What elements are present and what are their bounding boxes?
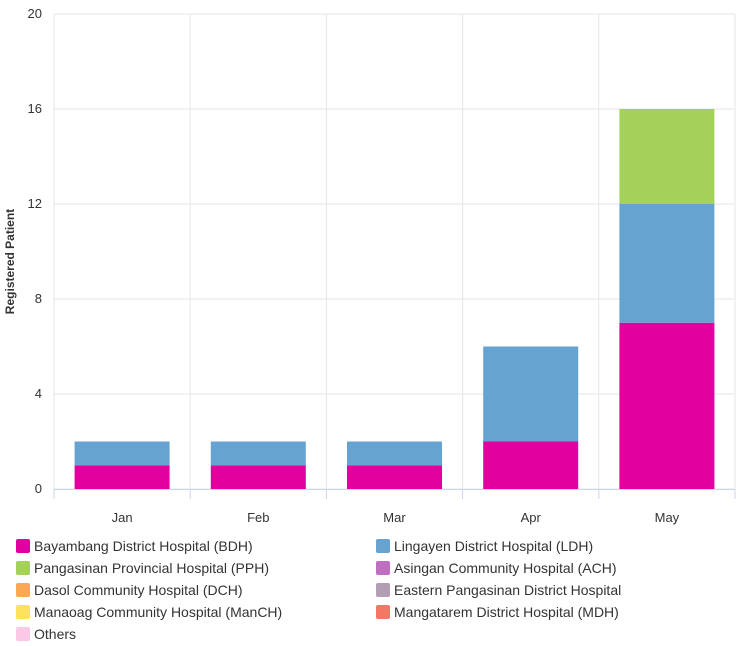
x-tick-label: Mar — [383, 510, 406, 525]
bar-segment — [483, 441, 579, 489]
bar-segment — [210, 441, 306, 466]
bar-segment — [74, 465, 170, 489]
legend-item[interactable]: Others — [16, 624, 76, 644]
y-axis-label: Registered Patient — [3, 209, 17, 314]
x-tick-label: Feb — [247, 510, 269, 525]
legend-item[interactable]: Dasol Community Hospital (DCH) — [16, 580, 243, 600]
stacked-bar-chart: 0 4 8 12 16 20 Jan Feb Mar Apr May Registered Patie… — [3, 6, 736, 525]
y-tick-label: 0 — [35, 481, 42, 496]
legend-swatch — [376, 605, 390, 619]
legend-item[interactable]: Manaoag Community Hospital (ManCH) — [16, 602, 282, 622]
legend-label: Mangatarem District Hospital (MDH) — [394, 604, 619, 620]
legend-swatch — [376, 539, 390, 553]
y-tick-label: 8 — [35, 291, 42, 306]
legend-swatch — [16, 539, 30, 553]
legend-label: Dasol Community Hospital (DCH) — [34, 582, 243, 598]
legend-item[interactable]: Asingan Community Hospital (ACH) — [376, 558, 617, 578]
x-tick-label: Apr — [521, 510, 542, 525]
legend-label: Manaoag Community Hospital (ManCH) — [34, 604, 283, 620]
legend-item[interactable]: Bayambang District Hospital (BDH) — [16, 536, 253, 556]
legend-label: Others — [34, 626, 77, 642]
legend-label: Pangasinan Provincial Hospital (PPH) — [34, 560, 269, 576]
y-tick-label: 16 — [28, 101, 42, 116]
legend-label: Eastern Pangasinan District Hospital — [394, 582, 622, 598]
bar-segment — [619, 322, 715, 489]
bar-segment — [347, 441, 442, 466]
legend-label: Bayambang District Hospital (BDH) — [34, 538, 253, 554]
legend-item[interactable]: Eastern Pangasinan District Hospital — [376, 580, 621, 600]
y-tick-label: 12 — [28, 196, 42, 211]
bar-segment — [619, 109, 715, 204]
bar-segment — [347, 465, 442, 489]
legend-item[interactable]: Pangasinan Provincial Hospital (PPH) — [16, 558, 269, 578]
bar-segment — [210, 465, 306, 489]
legend-swatch — [16, 627, 30, 641]
legend-item[interactable]: Lingayen District Hospital (LDH) — [376, 536, 593, 556]
legend-swatch — [376, 583, 390, 597]
bar-segment — [483, 346, 579, 442]
legend-label: Lingayen District Hospital (LDH) — [394, 538, 594, 554]
legend-swatch — [16, 561, 30, 575]
x-tick-label: Jan — [112, 510, 133, 525]
legend-label: Asingan Community Hospital (ACH) — [394, 560, 617, 576]
y-tick-label: 4 — [35, 386, 42, 401]
bar-segment — [74, 441, 170, 466]
chart-area: 0 4 8 12 16 20 Jan Feb Mar Apr May Registered Patie… — [3, 6, 736, 525]
bar-segment — [619, 204, 715, 323]
y-tick-label: 20 — [28, 6, 42, 21]
legend-item[interactable]: Mangatarem District Hospital (MDH) — [376, 602, 619, 622]
x-tick-label: May — [655, 510, 680, 525]
legend-swatch — [376, 561, 390, 575]
legend-swatch — [16, 583, 30, 597]
legend-swatch — [16, 605, 30, 619]
